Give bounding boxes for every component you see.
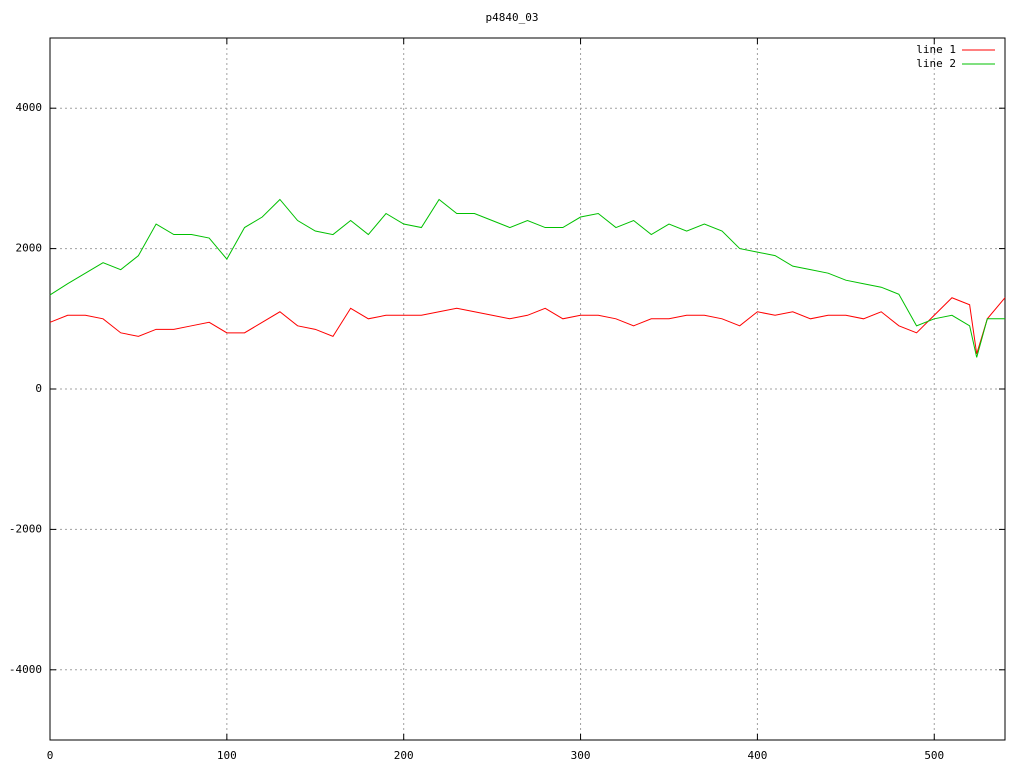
y-tick-label: -2000 <box>9 522 42 535</box>
y-tick-label: 2000 <box>16 242 43 255</box>
y-tick-label: -4000 <box>9 663 42 676</box>
x-tick-label: 100 <box>217 749 237 762</box>
x-tick-label: 500 <box>924 749 944 762</box>
legend-label: line 1 <box>916 43 956 56</box>
chart-title: p4840_03 <box>486 11 539 24</box>
y-tick-label: 4000 <box>16 101 43 114</box>
plot-border <box>49 37 1006 741</box>
y-tick-label: 0 <box>35 382 42 395</box>
x-tick-label: 400 <box>747 749 767 762</box>
x-tick-label: 0 <box>47 749 54 762</box>
data-line <box>49 297 1006 355</box>
legend-label: line 2 <box>916 57 956 70</box>
x-tick-label: 200 <box>394 749 414 762</box>
x-tick-label: 300 <box>571 749 591 762</box>
data-line <box>49 198 1005 358</box>
